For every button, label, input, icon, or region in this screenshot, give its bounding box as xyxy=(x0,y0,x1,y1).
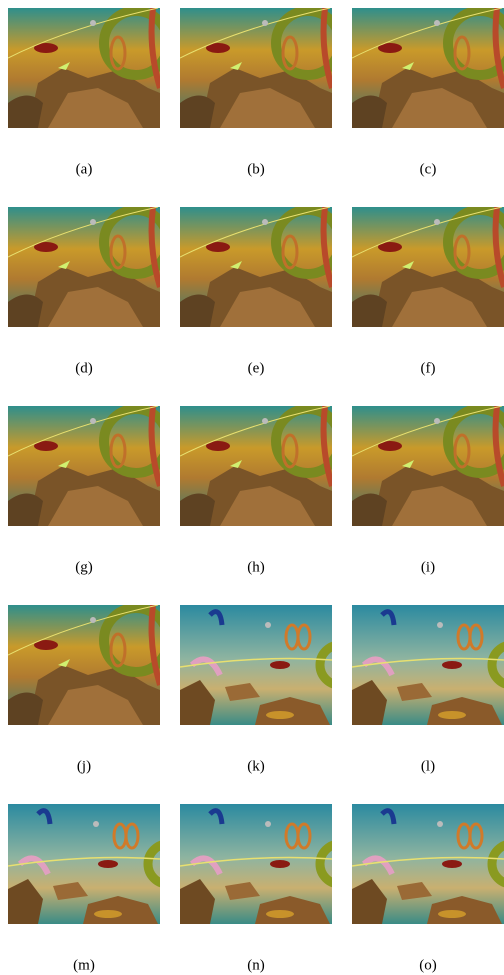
panel-caption: (g) xyxy=(75,559,93,575)
panel-caption: (k) xyxy=(247,758,265,774)
panel-image xyxy=(180,8,340,128)
panel-caption: (h) xyxy=(247,559,265,575)
panel-caption: (b) xyxy=(247,161,265,177)
panel-image xyxy=(8,8,168,128)
panel-caption: (j) xyxy=(77,758,91,774)
panel-caption: (d) xyxy=(75,360,93,376)
panel-image xyxy=(352,804,504,924)
panel-image xyxy=(8,605,168,725)
panel-caption: (m) xyxy=(73,957,95,973)
panel-caption: (a) xyxy=(76,161,93,177)
panel-image xyxy=(352,406,504,526)
panel-caption: (i) xyxy=(421,559,435,575)
panel-image xyxy=(180,207,340,327)
figure: (a) (b) (c) (d) (e) (f) (g) (h) (i) (j) (k) (l) (m) (… xyxy=(0,0,504,975)
panel-caption: (c) xyxy=(420,161,437,177)
panel-caption: (f) xyxy=(421,360,436,376)
panel-image xyxy=(180,605,360,725)
panel-image xyxy=(180,406,340,526)
panel-image xyxy=(352,8,504,128)
panel-caption: (n) xyxy=(247,957,265,973)
panel-image xyxy=(352,207,504,327)
panel-image xyxy=(180,804,360,924)
panel-image xyxy=(8,207,168,327)
panel-caption: (e) xyxy=(248,360,265,376)
panel-image xyxy=(352,605,504,725)
panel-caption: (o) xyxy=(419,957,437,973)
panel-caption: (l) xyxy=(421,758,435,774)
panel-image xyxy=(8,804,188,924)
panel-image xyxy=(8,406,168,526)
